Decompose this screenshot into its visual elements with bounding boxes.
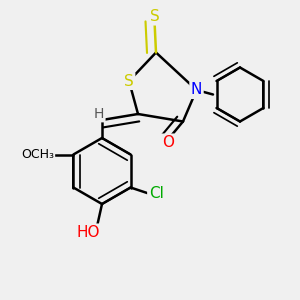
Text: OCH₃: OCH₃: [21, 148, 54, 161]
Text: S: S: [150, 9, 159, 24]
Text: S: S: [124, 74, 134, 88]
Text: O: O: [162, 135, 174, 150]
Text: N: N: [191, 82, 202, 98]
Text: HO: HO: [77, 225, 100, 240]
Text: Cl: Cl: [148, 186, 164, 201]
Text: H: H: [94, 107, 104, 121]
